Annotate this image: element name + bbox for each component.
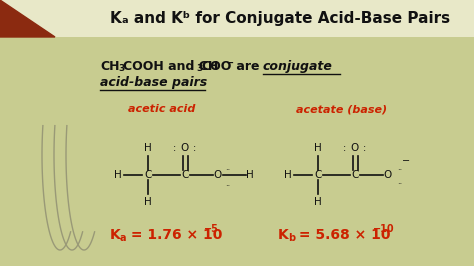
Text: −: − (226, 58, 234, 68)
Text: acid-base pairs: acid-base pairs (100, 76, 207, 89)
Text: ..: .. (225, 163, 231, 172)
Text: H: H (114, 170, 122, 180)
Text: H: H (314, 197, 322, 207)
Text: ..: .. (397, 164, 402, 172)
Text: H: H (314, 143, 322, 153)
Text: ..: .. (397, 177, 402, 186)
Text: a: a (120, 233, 127, 243)
Text: −5: −5 (204, 224, 219, 234)
Text: b: b (288, 233, 295, 243)
Text: C: C (351, 170, 359, 180)
Text: K: K (278, 228, 289, 242)
Text: H: H (144, 143, 152, 153)
Polygon shape (0, 0, 55, 37)
Text: O: O (214, 170, 222, 180)
Text: COOH and CH: COOH and CH (123, 60, 218, 73)
Text: H: H (144, 197, 152, 207)
Text: H: H (284, 170, 292, 180)
Text: = 1.76 × 10: = 1.76 × 10 (126, 228, 222, 242)
Text: :: : (343, 143, 346, 153)
Text: H: H (246, 170, 254, 180)
Text: CH: CH (100, 60, 119, 73)
Text: COO: COO (201, 60, 231, 73)
Text: :: : (173, 143, 177, 153)
Text: O: O (384, 170, 392, 180)
Text: C: C (144, 170, 152, 180)
Text: C: C (182, 170, 189, 180)
Text: K: K (110, 228, 121, 242)
Text: ..: .. (225, 178, 231, 188)
Text: conjugate: conjugate (263, 60, 333, 73)
Text: acetate (base): acetate (base) (296, 104, 387, 114)
Text: :: : (193, 143, 197, 153)
Text: = 5.68 × 10: = 5.68 × 10 (294, 228, 391, 242)
Text: acetic acid: acetic acid (128, 104, 195, 114)
Text: :: : (364, 143, 366, 153)
Text: Kₐ and Kᵇ for Conjugate Acid-Base Pairs: Kₐ and Kᵇ for Conjugate Acid-Base Pairs (110, 11, 450, 27)
Text: C: C (314, 170, 322, 180)
Text: are: are (232, 60, 264, 73)
Text: O: O (181, 143, 189, 153)
FancyBboxPatch shape (0, 0, 474, 37)
Text: 3: 3 (196, 64, 202, 73)
Text: 3: 3 (118, 64, 124, 73)
Text: −: − (402, 156, 410, 166)
Text: O: O (351, 143, 359, 153)
Text: −10: −10 (373, 224, 395, 234)
